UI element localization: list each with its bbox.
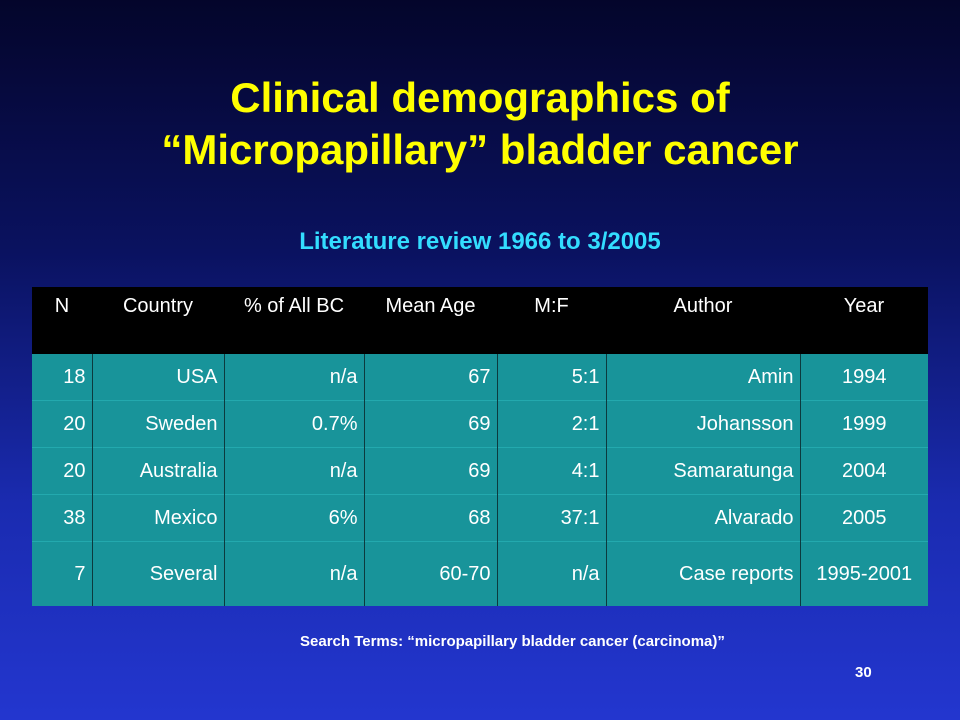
slide-subtitle: Literature review 1966 to 3/2005 (299, 228, 661, 255)
cell-mean-age: 69 (364, 400, 498, 448)
cell-n: 38 (32, 494, 93, 542)
cell-author: Alvarado (606, 494, 801, 542)
table-row: 18 USA n/a 67 5:1 Amin 1994 (32, 352, 928, 401)
cell-mean-age: 69 (364, 447, 498, 495)
header-n: N (32, 287, 92, 354)
cell-year: 1994 (800, 352, 928, 401)
header-percent-bc: % of All BC (224, 287, 364, 354)
table-row: 20 Sweden 0.7% 69 2:1 Johansson 1999 (32, 400, 928, 448)
slide-title-line-2: “Micropapillary” bladder cancer (161, 126, 799, 173)
cell-year: 2004 (800, 447, 928, 495)
page-number: 30 (855, 664, 872, 681)
cell-percent-bc: 0.7% (224, 400, 365, 448)
cell-mf: 5:1 (497, 352, 607, 401)
cell-year: 1999 (800, 400, 928, 448)
header-country: Country (92, 287, 224, 354)
cell-author: Amin (606, 352, 801, 401)
cell-n: 7 (32, 541, 93, 606)
table-row: 7 Several n/a 60-70 n/a Case reports 199… (32, 541, 928, 606)
header-mf: M:F (497, 287, 606, 354)
cell-percent-bc: n/a (224, 447, 365, 495)
cell-country: Australia (92, 447, 225, 495)
cell-percent-bc: n/a (224, 541, 365, 606)
slide-title: Clinical demographics of “Micropapillary… (0, 72, 960, 176)
header-year: Year (800, 287, 928, 354)
table-row: 20 Australia n/a 69 4:1 Samaratunga 2004 (32, 447, 928, 495)
table-header-row: N Country % of All BC Mean Age M:F Autho… (32, 287, 928, 354)
header-mean-age: Mean Age (364, 287, 497, 354)
demographics-table: N Country % of All BC Mean Age M:F Autho… (32, 287, 928, 606)
cell-author: Case reports (606, 541, 801, 606)
cell-mf: 37:1 (497, 494, 607, 542)
cell-mean-age: 60-70 (364, 541, 498, 606)
cell-year: 1995-2001 (800, 541, 928, 606)
search-terms-note: Search Terms: “micropapillary bladder ca… (300, 633, 725, 650)
cell-author: Samaratunga (606, 447, 801, 495)
table-row: 38 Mexico 6% 68 37:1 Alvarado 2005 (32, 494, 928, 542)
cell-mf: n/a (497, 541, 607, 606)
cell-country: Mexico (92, 494, 225, 542)
cell-mf: 2:1 (497, 400, 607, 448)
cell-country: Sweden (92, 400, 225, 448)
cell-n: 20 (32, 447, 93, 495)
cell-mean-age: 68 (364, 494, 498, 542)
header-author: Author (606, 287, 800, 354)
cell-n: 20 (32, 400, 93, 448)
cell-mean-age: 67 (364, 352, 498, 401)
cell-author: Johansson (606, 400, 801, 448)
cell-n: 18 (32, 352, 93, 401)
cell-country: USA (92, 352, 225, 401)
cell-year: 2005 (800, 494, 928, 542)
slide-title-line-1: Clinical demographics of (230, 74, 730, 121)
cell-country: Several (92, 541, 225, 606)
cell-percent-bc: n/a (224, 352, 365, 401)
cell-percent-bc: 6% (224, 494, 365, 542)
cell-mf: 4:1 (497, 447, 607, 495)
